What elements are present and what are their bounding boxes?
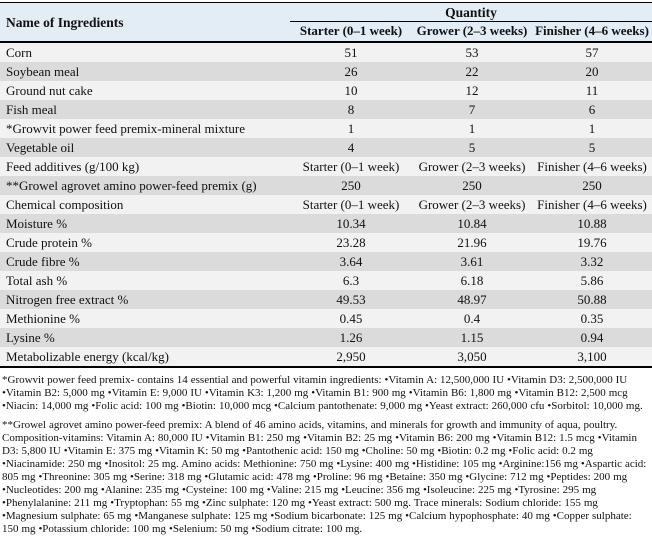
row-value: 0.35 <box>580 311 604 326</box>
row-value: 1 <box>347 121 355 136</box>
table-row: Moisture % 10.34 10.84 10.88 <box>0 214 652 233</box>
row-value: 10.88 <box>577 216 607 231</box>
row-value: 10 <box>344 83 358 98</box>
table-header: Name of Ingredients Quantity Starter (0–… <box>0 2 652 43</box>
table-row: Chemical composition Starter (0–1 week) Gr… <box>0 195 652 214</box>
row-name: Fish meal <box>6 102 57 117</box>
row-value: 0.94 <box>580 330 604 345</box>
row-name: Ground nut cake <box>6 83 93 98</box>
row-name: Feed additives (g/100 kg) <box>6 159 140 174</box>
row-value: 53 <box>465 45 479 60</box>
row-value: 3,050 <box>412 347 532 368</box>
row-name: Total ash % <box>6 273 68 288</box>
table-row: *Growvit power feed premix-mineral mixtu… <box>0 119 652 138</box>
row-value: 6.3 <box>342 273 360 288</box>
subheader-row: Starter (0–1 week) Grower (2–3 weeks) Fi… <box>0 21 652 43</box>
row-value: 22 <box>465 64 479 79</box>
table-row: Total ash % 6.3 6.18 5.86 <box>0 271 652 290</box>
column-header-grower: Grower (2–3 weeks) <box>412 21 532 43</box>
table-row: Lysine % 1.26 1.15 0.94 <box>0 328 652 347</box>
row-value: Grower (2–3 weeks) <box>418 197 526 212</box>
row-value: Finisher (4–6 weeks) <box>537 197 647 212</box>
row-value: 0.45 <box>339 311 363 326</box>
row-value: 48.97 <box>457 292 487 307</box>
row-value: 50.88 <box>577 292 607 307</box>
row-value: 6 <box>588 102 596 117</box>
row-name: Chemical composition <box>6 197 124 212</box>
column-group-header-quantity: Quantity <box>290 2 652 22</box>
row-value: 1 <box>588 121 596 136</box>
row-value: 1.26 <box>339 330 363 345</box>
row-value: 12 <box>465 83 479 98</box>
group-header-row: Name of Ingredients Quantity <box>0 2 652 43</box>
row-name: Vegetable oil <box>6 140 75 155</box>
row-value: Starter (0–1 week) <box>302 159 400 174</box>
row-value: 26 <box>344 64 358 79</box>
paper-table-page: Name of Ingredients Quantity Starter (0–… <box>0 2 652 536</box>
row-value: 20 <box>585 64 599 79</box>
row-value: 5 <box>468 140 476 155</box>
row-name: Corn <box>6 45 32 60</box>
row-value: 10.34 <box>336 216 366 231</box>
table-row: **Growel agrovet amino power-feed premix… <box>0 176 652 195</box>
row-value: 57 <box>585 45 599 60</box>
table-row: Feed additives (g/100 kg) Starter (0–1 we… <box>0 157 652 176</box>
row-value: Starter (0–1 week) <box>302 197 400 212</box>
row-value: Finisher (4–6 weeks) <box>537 159 647 174</box>
column-header-name-of-ingredients: Name of Ingredients <box>0 2 290 43</box>
row-name: Soybean meal <box>6 64 80 79</box>
row-value: 7 <box>468 102 476 117</box>
row-name: Nitrogen free extract % <box>6 292 129 307</box>
row-value: 1.15 <box>460 330 484 345</box>
row-value: 23.28 <box>336 235 366 250</box>
table-row: Fish meal 8 7 6 <box>0 100 652 119</box>
row-name: Lysine % <box>6 330 55 345</box>
row-name: Metabolizable energy (kcal/kg) <box>0 347 290 368</box>
row-value: 0.4 <box>463 311 481 326</box>
table-row: Metabolizable energy (kcal/kg) 2,950 3,050… <box>0 347 652 368</box>
row-value: 2,950 <box>290 347 412 368</box>
feed-formulation-table: Name of Ingredients Quantity Starter (0–… <box>0 2 652 368</box>
row-value: 10.84 <box>457 216 487 231</box>
row-value: 250 <box>341 178 361 193</box>
footnote-growvit-premix: *Growvit power feed premix- contains 14 … <box>2 374 643 412</box>
table-row: Methionine % 0.45 0.4 0.35 <box>0 309 652 328</box>
row-name: Crude fibre % <box>6 254 80 269</box>
row-value: 5.86 <box>580 273 604 288</box>
table-row: Corn 51 53 57 <box>0 42 652 62</box>
row-name: Crude protein % <box>6 235 92 250</box>
row-value: 11 <box>585 83 599 98</box>
column-header-finisher: Finisher (4–6 weeks) <box>532 21 652 43</box>
footnotes-section: *Growvit power feed premix- contains 14 … <box>0 374 652 536</box>
row-value: 49.53 <box>336 292 366 307</box>
row-name: Moisture % <box>6 216 68 231</box>
row-value: 3.64 <box>339 254 363 269</box>
table-row: Vegetable oil 4 5 5 <box>0 138 652 157</box>
row-value: 4 <box>347 140 355 155</box>
row-value: 6.18 <box>460 273 484 288</box>
column-header-starter: Starter (0–1 week) <box>290 21 412 43</box>
table-row: Nitrogen free extract % 49.53 48.97 50.88 <box>0 290 652 309</box>
footnote-growel-premix: **Growel agrovet amino power-feed premix… <box>2 419 647 535</box>
row-value: 8 <box>347 102 355 117</box>
row-value: 3.32 <box>580 254 604 269</box>
row-value: 21.96 <box>457 235 487 250</box>
table-row: Ground nut cake 10 12 11 <box>0 81 652 100</box>
row-name: **Growel agrovet amino power-feed premix… <box>6 178 257 193</box>
row-value: 250 <box>462 178 482 193</box>
table-row: Crude protein % 23.28 21.96 19.76 <box>0 233 652 252</box>
row-value: 51 <box>344 45 358 60</box>
row-value: 250 <box>582 178 602 193</box>
row-value: 1 <box>468 121 476 136</box>
table-body: Corn 51 53 57 Soybean meal 26 22 20 Ground nut c… <box>0 42 652 368</box>
table-row: Soybean meal 26 22 20 <box>0 62 652 81</box>
row-name: *Growvit power feed premix-mineral mixtu… <box>6 121 245 136</box>
row-value: 5 <box>588 140 596 155</box>
row-value: 3,100 <box>532 347 652 368</box>
row-name: Methionine % <box>6 311 81 326</box>
row-value: 19.76 <box>577 235 607 250</box>
row-value: 3.61 <box>460 254 484 269</box>
table-row: Crude fibre % 3.64 3.61 3.32 <box>0 252 652 271</box>
row-value: Grower (2–3 weeks) <box>418 159 526 174</box>
